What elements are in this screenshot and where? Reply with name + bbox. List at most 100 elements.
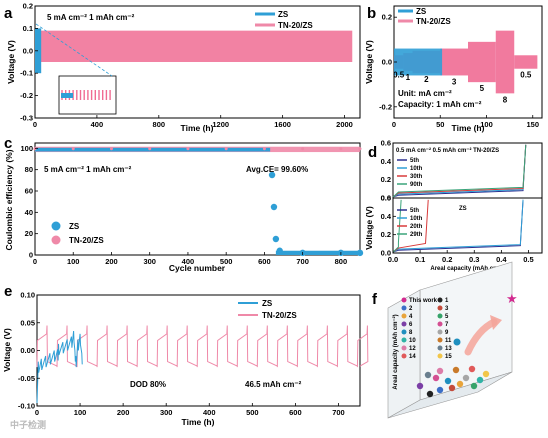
c-legend-marker-zs (51, 221, 61, 231)
b-xtick-label: 50 (436, 120, 444, 129)
panel-a-legend: ZS TN-20/ZS (255, 10, 313, 30)
f-data-point (436, 367, 444, 375)
panel-a-annotation: 5 mA cm⁻² 1 mAh cm⁻² (47, 13, 135, 22)
e-xtick-label: 300 (160, 408, 173, 417)
e-xtick-label: 500 (246, 408, 259, 417)
tn-point (224, 147, 228, 151)
panel-label-f: f (372, 291, 378, 308)
e-ytick-label: -0.05 (18, 374, 35, 383)
d-top-legend-label: 30th (410, 174, 423, 180)
d-top-ytick-label: 0.6 (381, 139, 391, 148)
this-work-star: ★ (506, 291, 518, 306)
d-top-legend-label: 10th (410, 166, 423, 172)
f-arrow-head (490, 315, 502, 330)
tn-point (339, 147, 343, 151)
panel-a: a 5 mA cm⁻² 1 mAh cm⁻² ZS TN-20/ZS 0 400 8… (4, 2, 361, 133)
b-xtick-label: 100 (480, 120, 493, 129)
f-legend-marker (401, 321, 407, 327)
f-legend-label: 4 (409, 314, 413, 320)
d-bottom-legend-label: 5th (410, 208, 419, 214)
f-legend-marker (401, 329, 407, 335)
panel-c-ce: Avg.CE= 99.60% (246, 165, 308, 174)
rate-label: 3 (452, 77, 457, 86)
panel-b-legend: ZS TN-20/ZS (398, 7, 451, 26)
rate-label: 8 (503, 95, 508, 104)
tn-rate-segment (514, 55, 538, 69)
zs-point (272, 235, 280, 243)
f-legend-label: 5 (445, 314, 449, 320)
c-xtick-label: 800 (335, 257, 348, 266)
f-floor (387, 371, 513, 419)
f-legend-label: 13 (445, 346, 452, 352)
f-legend-label: 2 (409, 306, 413, 312)
a-xtick-label: 1600 (274, 120, 291, 129)
tn-point (109, 147, 113, 151)
f-legend-label: 11 (445, 338, 452, 344)
f-legend-marker (437, 297, 443, 303)
panel-label-a: a (4, 5, 13, 22)
panel-d-bottom-header: ZS (459, 206, 467, 212)
b-legend-label-zs: ZS (416, 7, 427, 16)
f-legend-marker (401, 337, 407, 343)
panel-d-plot (392, 144, 527, 253)
f-legend-marker (401, 313, 407, 319)
series-zs-band (35, 28, 42, 74)
rate-label: 2 (424, 75, 429, 84)
f-data-point (476, 376, 484, 384)
zs-band (394, 48, 443, 76)
b-legend-label-tn: TN-20/ZS (416, 17, 451, 26)
f-legend-marker (437, 337, 443, 343)
b-ytick-label: 0.0 (382, 58, 392, 67)
d-top-curve-90th (392, 144, 527, 198)
inset-zs-line (61, 93, 73, 98)
c-ytick-label: 20 (25, 229, 33, 238)
c-legend-label-zs: ZS (69, 222, 80, 231)
tn-rate-segment (440, 48, 468, 76)
series-tn-band (35, 30, 353, 62)
rate-label: 5 (480, 84, 485, 93)
panel-a-xlabel: Time (h) (181, 123, 214, 133)
panel-d-ylabel: Voltage (V) (364, 206, 374, 250)
f-data-point (448, 384, 456, 392)
panel-d-axes: 0.0 0.1 0.2 0.3 0.4 0.50.00.20.40.60.00.20.40… (381, 139, 534, 265)
c-legend-marker-tn (51, 235, 61, 245)
panel-c-xlabel: Cycle number (169, 263, 226, 273)
f-legend-label: 15 (445, 354, 452, 360)
d-top-legend-label: 90th (410, 182, 423, 188)
d-bottom-xtick-label: 0.2 (442, 255, 452, 264)
f-legend-label: 12 (409, 346, 416, 352)
panel-a-inset (58, 75, 117, 115)
f-legend-label: 1 (445, 298, 449, 304)
tn-rate-segment (468, 41, 496, 83)
panel-b-plot (394, 30, 538, 94)
panel-d: d 0.5 mA cm⁻² 0.5 mAh cm⁻² TN-20/ZS ZS 5… (364, 139, 543, 272)
rate-label: 0.5 (393, 71, 405, 80)
f-data-point (482, 370, 490, 378)
c-xtick-label: 600 (258, 257, 271, 266)
a-xtick-label: 400 (91, 120, 104, 129)
d-bottom-ytick-label: 0.0 (381, 249, 391, 258)
zs-voltage-curve (36, 331, 83, 404)
f-legend-label: 3 (445, 306, 449, 312)
a-xtick-label: 800 (153, 120, 166, 129)
d-bottom-legend-label: 29th (410, 232, 423, 238)
panel-e-legend: ZS TN-20/ZS (238, 299, 297, 320)
d-top-ytick-label: 0.4 (381, 157, 392, 166)
f-legend-label: This work (409, 298, 438, 304)
d-bottom-xtick-label: 0.5 (523, 255, 533, 264)
panel-label-c: c (4, 135, 12, 152)
f-legend-label: 14 (409, 354, 416, 360)
panel-f-plot: ★ (387, 261, 518, 419)
panel-b-capacity: Capacity: 1 mAh cm⁻² (398, 100, 482, 109)
panel-e-capacity: 46.5 mAh cm⁻² (245, 380, 302, 389)
tn-point (33, 147, 37, 151)
panel-a-plot (35, 28, 353, 74)
c-ytick-label: 100 (20, 144, 33, 153)
watermark: 中子检测 (10, 419, 46, 430)
panel-b-axes: 0 50 100 150 -0.2 0.0 0.2 (379, 13, 539, 129)
panel-label-e: e (4, 283, 12, 300)
c-ytick-label: 0 (29, 251, 33, 260)
